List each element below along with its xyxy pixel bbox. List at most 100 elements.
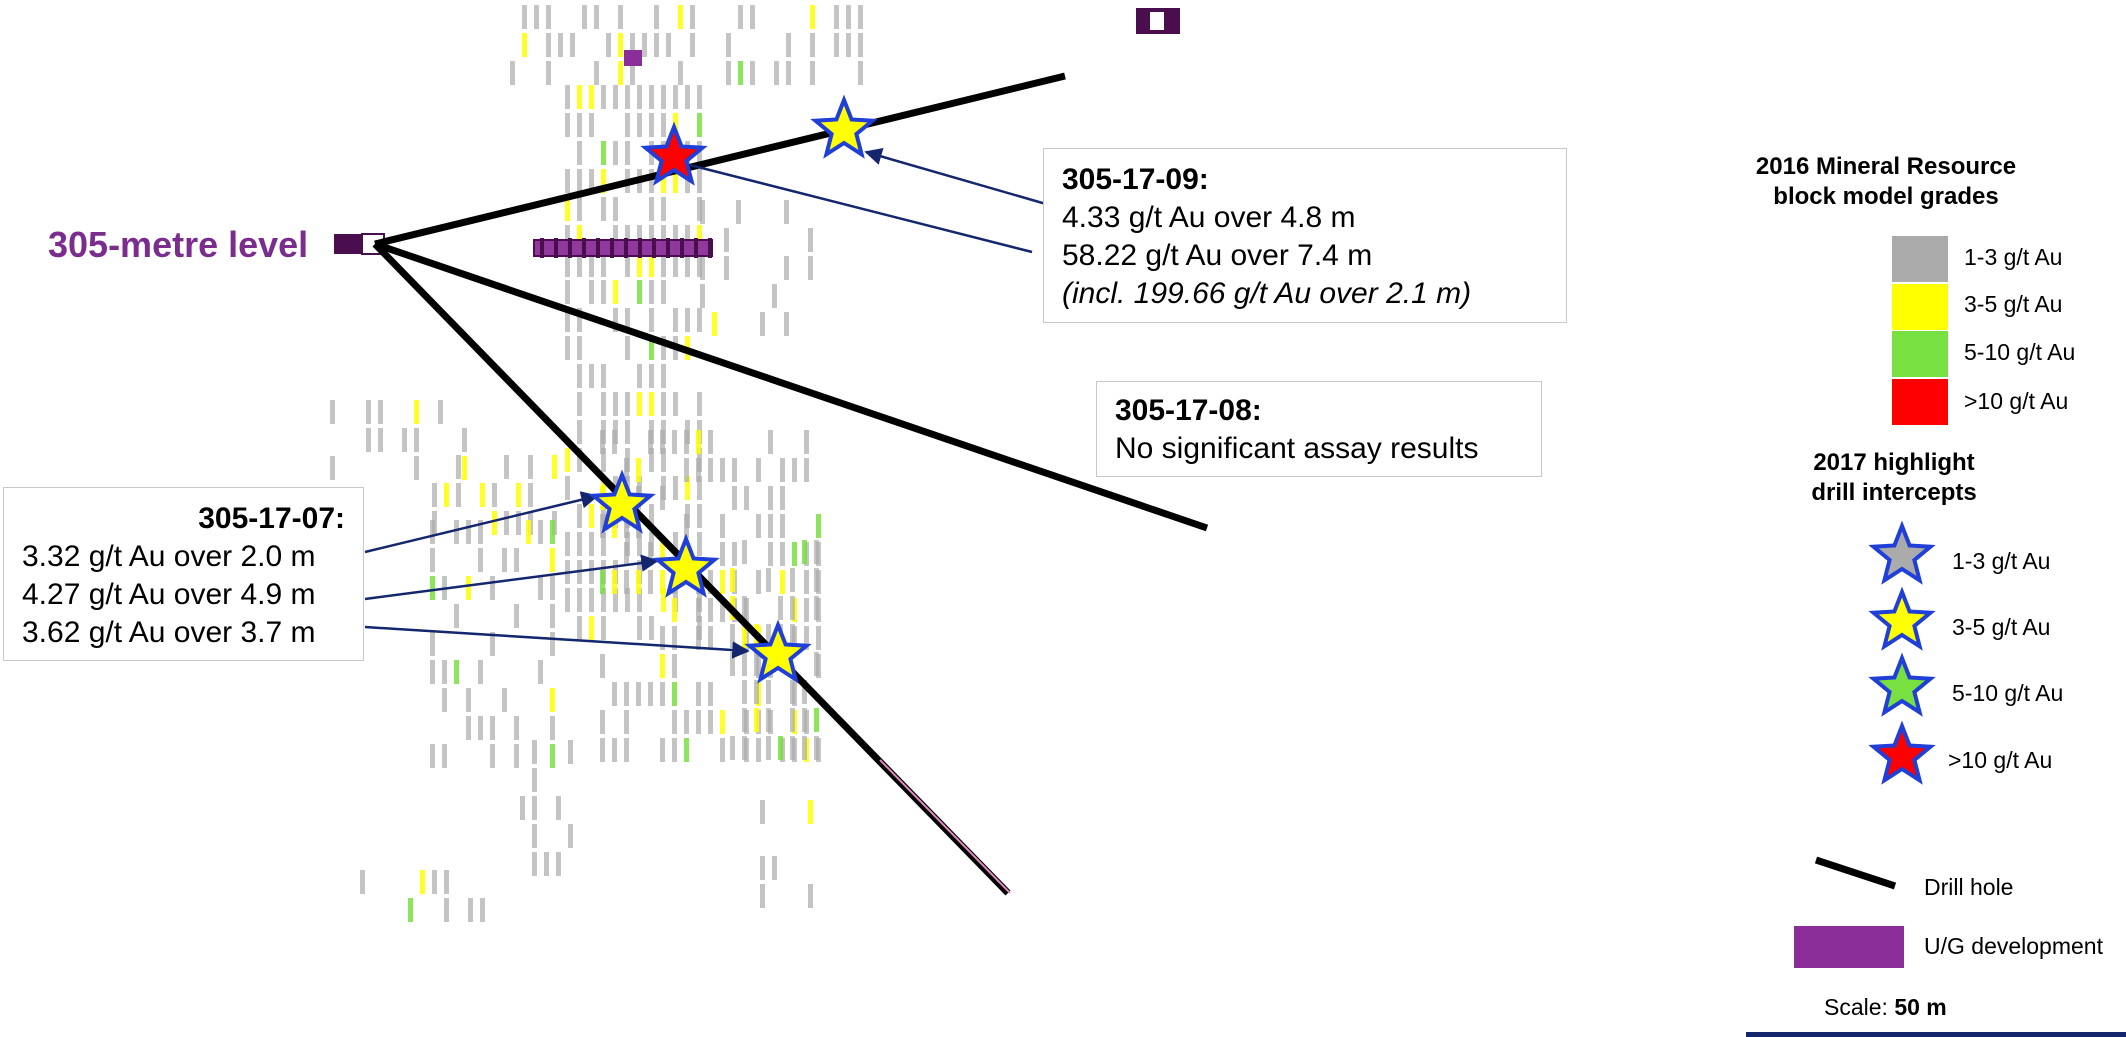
grade-block: [666, 33, 671, 57]
grade-block: [750, 5, 755, 29]
grade-block: [430, 744, 435, 768]
arrow-07-c: [364, 625, 750, 659]
grade-block: [660, 738, 665, 762]
ug-development-rib: [638, 238, 642, 258]
grade-block: [672, 738, 677, 762]
grade-block: [600, 570, 605, 594]
grade-block: [532, 852, 537, 876]
grade-block: [772, 856, 777, 880]
grade-block: [600, 738, 605, 762]
grade-block: [565, 588, 570, 612]
grade-block: [637, 85, 642, 109]
grade-block: [661, 392, 666, 416]
grade-block: [732, 542, 737, 566]
grade-block: [708, 682, 713, 706]
legend-block-label: 3-5 g/t Au: [1964, 291, 2063, 317]
ug-development-rib: [680, 238, 684, 258]
grade-block: [756, 738, 761, 762]
grade-block: [649, 280, 654, 304]
grade-block: [625, 85, 630, 109]
ug-development-rib: [540, 238, 544, 258]
grade-block: [466, 716, 471, 740]
grade-block: [577, 253, 582, 277]
grade-block: [600, 654, 605, 678]
grade-block: [810, 33, 815, 57]
grade-block: [624, 738, 629, 762]
grade-block: [625, 420, 630, 444]
grade-block: [642, 33, 647, 57]
grade-block: [577, 197, 582, 221]
ug-development-rib: [708, 238, 712, 258]
grade-block: [624, 682, 629, 706]
grade-block: [502, 548, 507, 572]
arrow-07-a: [364, 491, 599, 554]
grade-block: [420, 870, 425, 894]
legend-star-title-line-1: 2017 highlight: [1813, 449, 1975, 476]
grade-block: [720, 542, 725, 566]
grade-block: [649, 169, 654, 193]
grade-block: [577, 504, 582, 528]
ug-development-top-window: [1150, 12, 1164, 30]
star-305-17-07-a: [588, 469, 656, 534]
grade-block: [649, 253, 654, 277]
grade-block: [478, 548, 483, 572]
grade-block: [649, 225, 654, 249]
grade-block: [637, 616, 642, 640]
grade-block: [577, 169, 582, 193]
grade-block: [736, 200, 741, 224]
legend-graphics: [1746, 236, 2126, 1037]
grade-block: [565, 336, 570, 360]
legend-star-label: >10 g/t Au: [1948, 747, 2053, 773]
grade-block: [442, 660, 447, 684]
grade-block: [432, 483, 437, 507]
grade-block: [708, 430, 713, 454]
grade-block: [454, 604, 459, 628]
grade-block: [565, 532, 570, 556]
scale-label: Scale: 50 m: [1824, 994, 1947, 1021]
grade-block: [730, 736, 735, 760]
grade-block: [684, 514, 689, 538]
grade-block: [649, 392, 654, 416]
grade-block: [636, 458, 641, 482]
grade-block: [816, 514, 821, 538]
grade-block: [697, 504, 702, 528]
grade-block: [754, 652, 759, 676]
grade-block: [672, 598, 677, 622]
grade-block: [589, 364, 594, 388]
grade-block: [612, 430, 617, 454]
grade-block: [768, 514, 773, 538]
grade-block: [510, 61, 515, 85]
grade-block: [786, 33, 791, 57]
grade-block: [697, 85, 702, 109]
legend-star-icon: [1868, 586, 1936, 651]
legend-star-icon: [1868, 720, 1936, 785]
grade-block: [612, 514, 617, 538]
grade-block: [534, 5, 539, 29]
grade-block: [601, 280, 606, 304]
grade-block: [600, 514, 605, 538]
grade-block: [724, 256, 729, 280]
grade-block: [802, 540, 807, 564]
grade-block: [550, 632, 555, 656]
grade-block: [726, 33, 731, 57]
grade-block: [766, 736, 771, 760]
grade-block: [528, 483, 533, 507]
grade-block: [442, 744, 447, 768]
arrow-09-a: [864, 147, 1047, 206]
grade-block: [790, 680, 795, 704]
grade-block: [768, 542, 773, 566]
grade-block: [760, 884, 765, 908]
legend-grade-swatch: [1892, 379, 1948, 425]
ug-development-rib: [568, 238, 572, 258]
grade-block: [649, 85, 654, 109]
legend-block-title-line-2: block model grades: [1773, 183, 1999, 210]
scale-bar: [1746, 1032, 2126, 1037]
grade-block: [568, 824, 573, 848]
legend-grade-swatch: [1892, 331, 1948, 377]
grade-block: [625, 253, 630, 277]
legend-star-label: 3-5 g/t Au: [1952, 614, 2051, 640]
grade-block: [742, 596, 747, 620]
grade-block: [804, 626, 809, 650]
grade-block: [565, 476, 570, 500]
callout-title: 305-17-09:: [1062, 163, 1209, 196]
